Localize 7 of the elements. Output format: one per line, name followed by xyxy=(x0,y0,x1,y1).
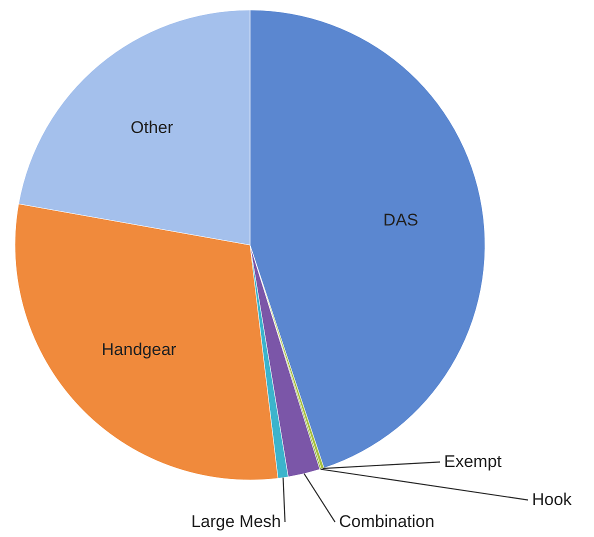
slice-label: DAS xyxy=(383,210,418,230)
slice-label: Exempt xyxy=(444,452,502,471)
slice-label: Hook xyxy=(532,490,572,509)
slice-label: Combination xyxy=(339,512,434,531)
slice-label: Other xyxy=(130,118,174,137)
slice-label: Handgear xyxy=(102,340,177,359)
slice-label: Large Mesh xyxy=(191,512,281,531)
